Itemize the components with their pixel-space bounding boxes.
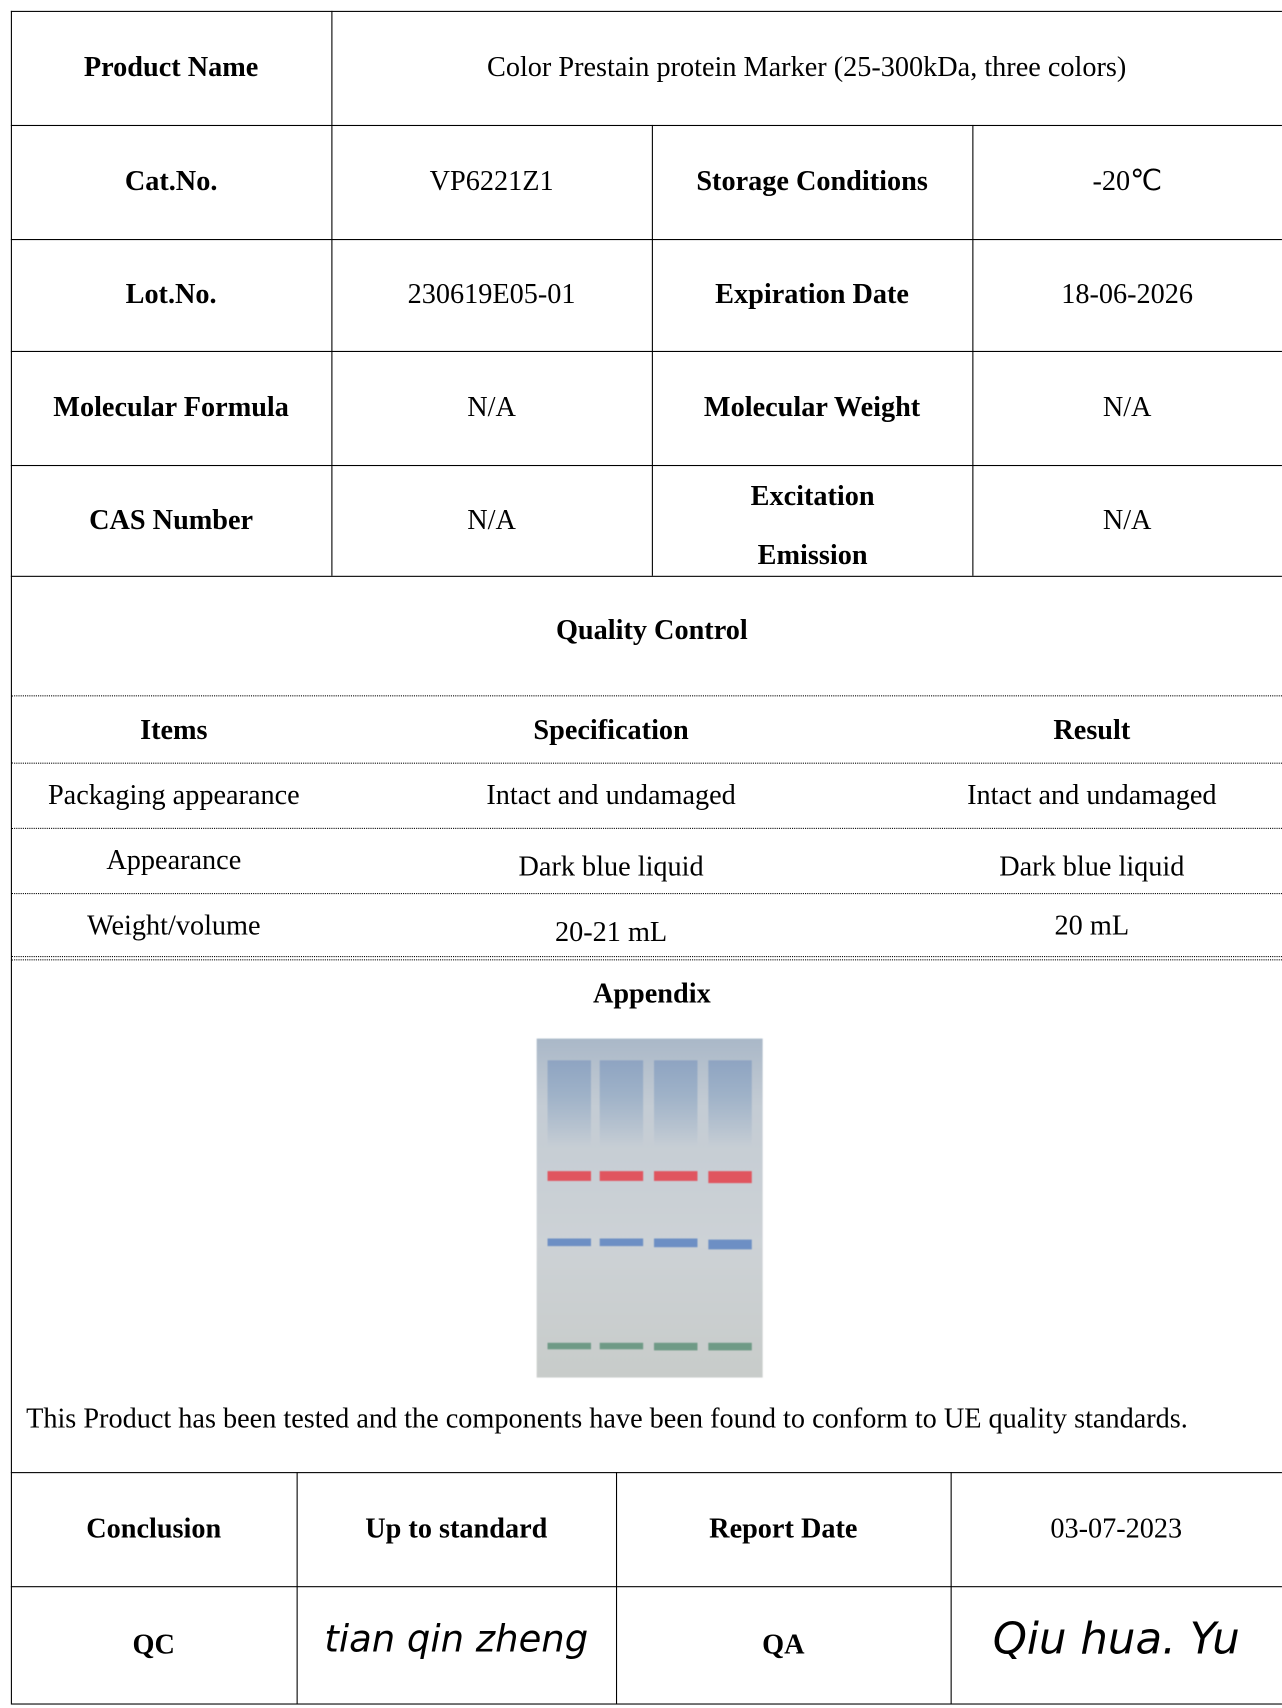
gel-band [599, 1342, 644, 1350]
rule [331, 10, 333, 576]
gel-band [599, 1238, 644, 1247]
rule [950, 1472, 952, 1704]
rule [615, 1472, 618, 1704]
cell: Intact and undamaged [486, 778, 736, 811]
value: N/A [1102, 391, 1152, 423]
gel-band [654, 1342, 698, 1351]
rule [651, 124, 653, 576]
statement: This Product has been tested and the com… [26, 1402, 1188, 1435]
cell: Dark blue liquid [999, 850, 1185, 882]
value: N/A [1102, 503, 1152, 536]
column-header: Result [1053, 713, 1131, 746]
gel-band [654, 1238, 698, 1248]
label: Product Name [83, 51, 259, 83]
section-title: Quality Control [555, 613, 748, 646]
signature: Qiu hua. Yu [992, 1614, 1240, 1665]
gel-band [599, 1171, 644, 1181]
value: VP6221Z1 [429, 165, 554, 198]
rule [10, 762, 1282, 764]
rule [10, 956, 1282, 958]
value: N/A [467, 503, 516, 536]
gel-band [708, 1239, 752, 1250]
value: N/A [467, 391, 516, 423]
cell: Appearance [106, 843, 242, 876]
gel-band [708, 1171, 752, 1184]
rule [10, 464, 1282, 467]
column-header: Specification [533, 713, 689, 746]
cell: Intact and undamaged [967, 778, 1217, 811]
cell: 20-21 mL [554, 915, 668, 948]
label: Cat.No. [124, 165, 218, 198]
cell: 20 mL [1054, 909, 1130, 941]
signature: tian qin zheng [324, 1617, 589, 1661]
rule [10, 1703, 1282, 1705]
label: Expiration Date [715, 278, 909, 310]
rule [972, 124, 974, 576]
rule [10, 350, 1282, 352]
gel-band [599, 1060, 644, 1148]
gel-band [708, 1060, 752, 1148]
label: QA [762, 1628, 805, 1660]
rule [10, 575, 1282, 577]
rule [10, 1472, 1282, 1474]
cell: Packaging appearance [47, 778, 300, 811]
value: Up to standard [365, 1512, 548, 1545]
label: Report Date [709, 1512, 858, 1545]
value: -20℃ [1092, 165, 1162, 198]
label: Storage Conditions [696, 165, 928, 198]
gel-band [547, 1060, 592, 1148]
value: 230619E05-01 [407, 278, 576, 310]
gel-band [547, 1171, 592, 1181]
rule [10, 893, 1282, 895]
rule [10, 827, 1282, 829]
gel-band [654, 1171, 698, 1181]
gel-band [654, 1060, 698, 1148]
cell: Weight/volume [87, 909, 261, 941]
rule [10, 239, 1282, 241]
rule [10, 959, 1282, 961]
label: QC [132, 1628, 175, 1660]
rule [10, 1586, 1282, 1588]
column-header: Items [140, 713, 208, 746]
value: 03-07-2023 [1050, 1512, 1183, 1545]
cell: Dark blue liquid [518, 850, 704, 882]
rule [10, 695, 1282, 697]
gel-band [547, 1238, 592, 1247]
gel-band [547, 1342, 592, 1350]
gel-band [708, 1342, 752, 1351]
label: Lot.No. [125, 278, 217, 310]
rule [10, 124, 1282, 127]
label: Conclusion [86, 1512, 222, 1545]
label: Molecular Weight [703, 391, 921, 423]
rule [10, 10, 12, 1704]
gel-image [536, 1038, 763, 1378]
value: 18-06-2026 [1061, 278, 1194, 310]
section-title: Appendix [592, 977, 711, 1010]
rule [296, 1472, 298, 1704]
value: Color Prestain protein Marker (25-300kDa… [486, 51, 1127, 83]
label: Excitation Emission [750, 480, 875, 571]
label: CAS Number [89, 503, 254, 536]
rule [10, 10, 1282, 12]
label: Molecular Formula [53, 391, 289, 423]
